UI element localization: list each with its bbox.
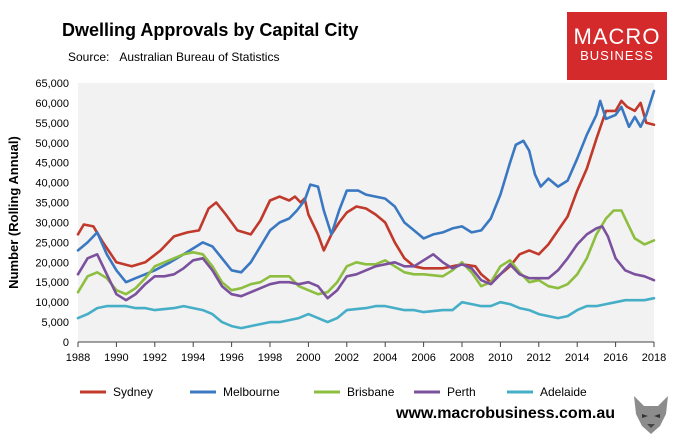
wolf-logo-icon <box>634 396 668 434</box>
plot-area <box>78 83 654 342</box>
x-tick-label: 1990 <box>104 352 128 364</box>
legend-label-perth: Perth <box>447 385 476 399</box>
y-tick-label: 0 <box>63 337 69 349</box>
series-line-adelaide <box>76 296 656 330</box>
y-tick-label: 60,000 <box>35 98 69 110</box>
legend-label-adelaide: Adelaide <box>540 385 587 399</box>
source-line: Source: Australian Bureau of Statistics <box>68 50 279 64</box>
x-tick-label: 1988 <box>66 352 90 364</box>
x-tick-label: 2006 <box>411 352 435 364</box>
y-tick-label: 15,000 <box>35 277 69 289</box>
y-tick-label: 40,000 <box>35 178 69 190</box>
legend-label-melbourne: Melbourne <box>223 385 280 399</box>
y-tick-label: 30,000 <box>35 217 69 229</box>
x-tick-label: 2002 <box>335 352 359 364</box>
legend-label-sydney: Sydney <box>113 385 153 399</box>
y-tick-label: 5,000 <box>41 317 69 329</box>
logo-line-1: MACRO <box>573 24 661 49</box>
y-tick-label: 10,000 <box>35 297 69 309</box>
x-tick-label: 2008 <box>450 352 474 364</box>
x-tick-label: 1992 <box>143 352 167 364</box>
x-tick-label: 2014 <box>565 352 589 364</box>
chart-title: Dwelling Approvals by Capital City <box>62 20 359 40</box>
y-tick-label: 50,000 <box>35 138 69 150</box>
website-url[interactable]: www.macrobusiness.com.au <box>396 405 616 422</box>
series-line-brisbane <box>76 209 656 296</box>
series-line-melbourne <box>76 89 656 284</box>
x-tick-label: 2004 <box>373 352 397 364</box>
x-tick-label: 2010 <box>488 352 512 364</box>
logo-line-2: BUSINESS <box>580 48 654 63</box>
y-tick-label: 35,000 <box>35 198 69 210</box>
series-line-perth <box>76 225 656 302</box>
series-line-sydney <box>76 99 656 284</box>
x-tick-label: 1998 <box>258 352 282 364</box>
legend-label-brisbane: Brisbane <box>347 385 395 399</box>
x-tick-label: 1994 <box>181 352 205 364</box>
x-tick-label: 1996 <box>219 352 243 364</box>
y-axis-label: Number (Rolling Annual) <box>6 136 21 289</box>
y-tick-label: 45,000 <box>35 158 69 170</box>
y-tick-label: 20,000 <box>35 257 69 269</box>
x-tick-label: 2012 <box>527 352 551 364</box>
x-tick-label: 2016 <box>603 352 627 364</box>
y-tick-label: 25,000 <box>35 237 69 249</box>
x-tick-label: 2018 <box>642 352 666 364</box>
source-value: Australian Bureau of Statistics <box>119 50 280 64</box>
y-tick-label: 65,000 <box>35 78 69 90</box>
macrobusiness-logo[interactable]: MACRO BUSINESS <box>567 12 667 80</box>
y-tick-label: 55,000 <box>35 118 69 130</box>
source-label: Source: <box>68 50 110 64</box>
x-tick-label: 2000 <box>296 352 320 364</box>
